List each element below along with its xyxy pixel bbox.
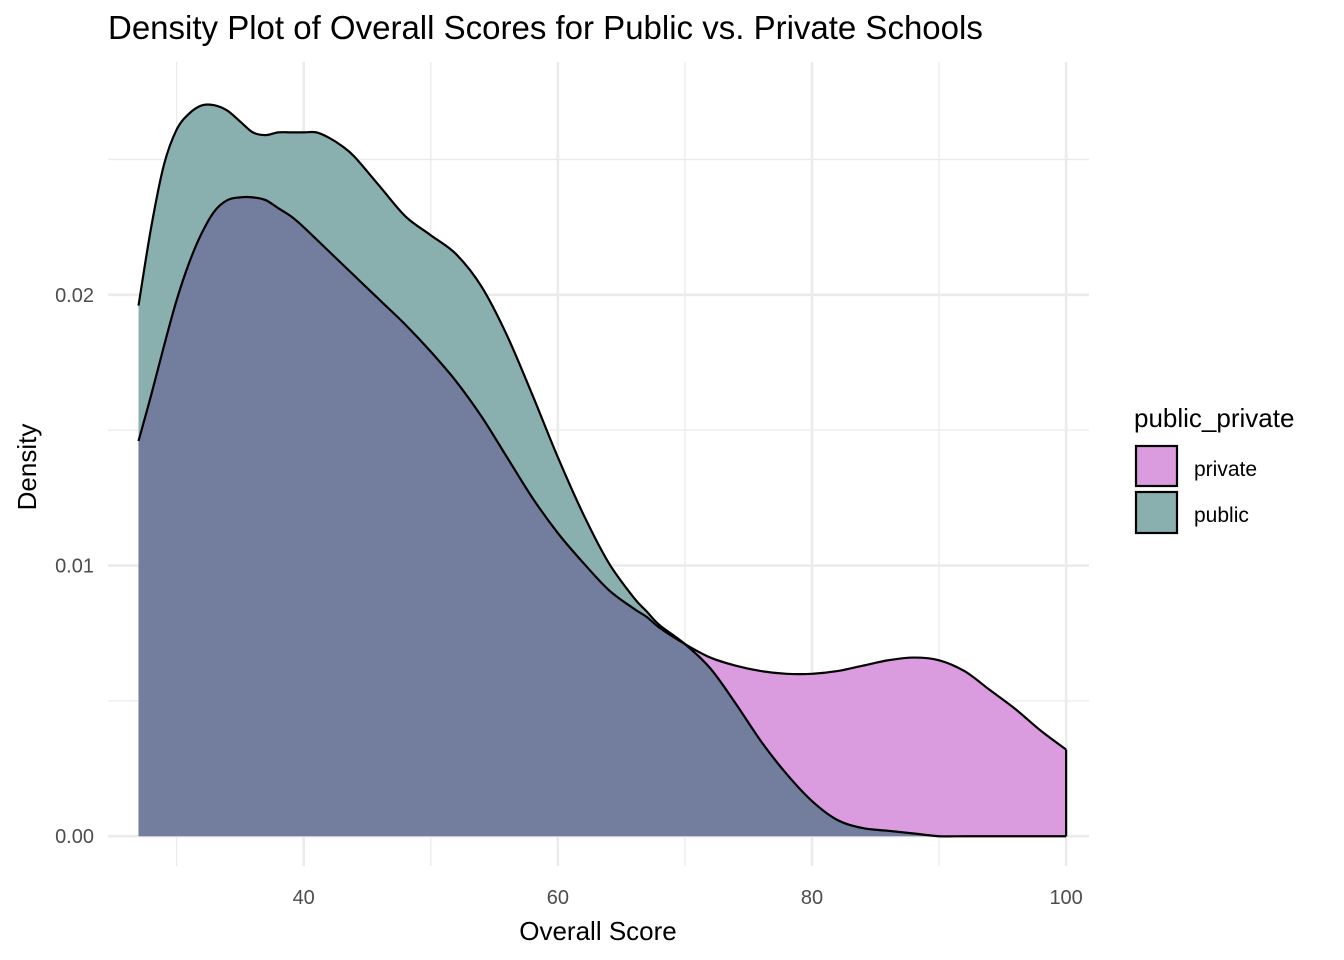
legend-key-private: [1134, 444, 1179, 488]
legend-key-public: [1134, 490, 1179, 535]
axis-ticks: 40 60 80 100 0.00 0.01 0.02: [55, 285, 1083, 909]
density-line-public: [137, 103, 1067, 838]
density-outlines: [137, 103, 1068, 838]
x-tick-label: 40: [293, 887, 315, 909]
density-areas: [138, 104, 1067, 837]
x-tick-label: 60: [547, 887, 569, 909]
density-line-private: [137, 195, 1067, 751]
y-tick-label: 0.01: [55, 556, 94, 578]
y-axis-title: Density: [12, 424, 42, 511]
y-tick-label: 0.00: [55, 826, 94, 848]
legend-title: public_private: [1134, 403, 1294, 433]
chart-title: Density Plot of Overall Scores for Publi…: [108, 9, 983, 46]
x-tick-label: 100: [1049, 887, 1082, 909]
legend-label-public: public: [1194, 504, 1249, 527]
x-tick-label: 80: [801, 887, 823, 909]
x-axis-title: Overall Score: [519, 916, 677, 946]
y-tick-label: 0.02: [55, 285, 94, 307]
legend: public_private private public: [1134, 403, 1294, 535]
legend-label-private: private: [1194, 458, 1257, 481]
